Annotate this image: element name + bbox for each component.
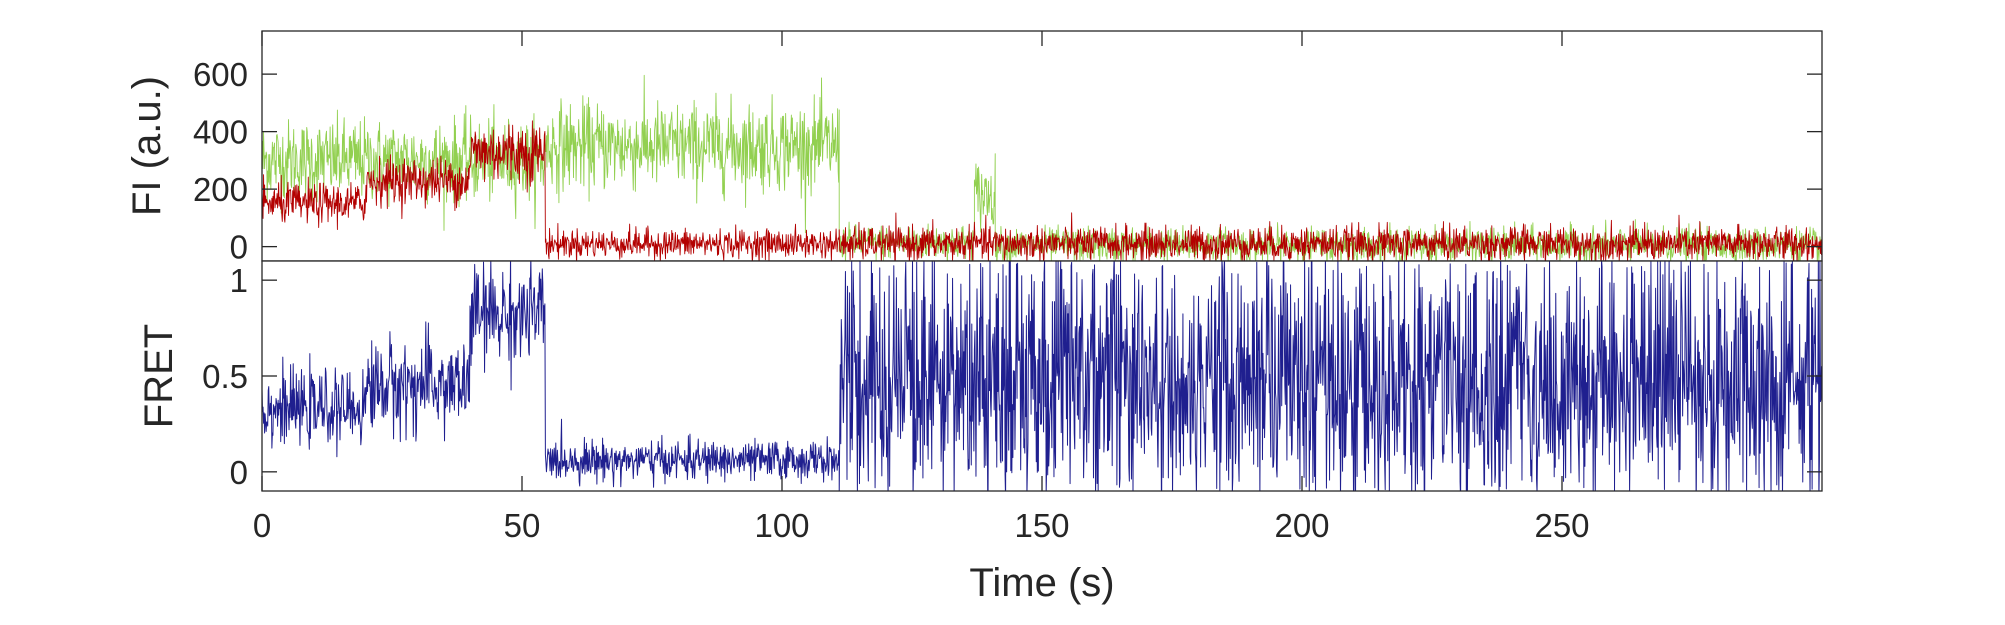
fluorescence-y-ticks: 0 200 400 600	[193, 56, 1822, 266]
time-x-axis-title: Time (s)	[969, 561, 1114, 605]
top-y-tick-label: 600	[193, 56, 248, 93]
top-y-tick-label: 200	[193, 171, 248, 208]
fret-y-ticks: 00.51	[202, 262, 1822, 491]
fret-trace	[262, 261, 1822, 491]
fluorescence-trace-red	[262, 120, 1822, 261]
bottom-y-tick-label: 0	[230, 454, 248, 491]
fluorescence-series-group	[262, 74, 1822, 261]
bottom-y-tick-label: 0.5	[202, 358, 248, 395]
fluorescence-y-axis-title: FI (a.u.)	[125, 76, 169, 216]
fret-panel: 00.51 0 50 100 150 200 250 FRET Time (s)	[137, 31, 1823, 605]
fluorescence-panel: 0 200 400 600 FI (a.u.)	[125, 30, 1823, 266]
fret-axes-frame	[261, 260, 1823, 492]
top-y-tick-label: 400	[193, 114, 248, 151]
top-y-tick-label: 0	[230, 229, 248, 266]
fret-y-axis-title: FRET	[137, 324, 181, 428]
time-x-ticks: 0 50 100 150 200 250	[253, 31, 1590, 544]
x-tick-label: 100	[754, 507, 809, 544]
x-tick-label: 250	[1534, 507, 1589, 544]
fret-series-group	[262, 261, 1822, 491]
x-tick-label: 0	[253, 507, 271, 544]
x-tick-label: 150	[1014, 507, 1069, 544]
bottom-y-tick-label: 1	[230, 262, 248, 299]
x-tick-label: 50	[504, 507, 541, 544]
x-tick-label: 200	[1274, 507, 1329, 544]
